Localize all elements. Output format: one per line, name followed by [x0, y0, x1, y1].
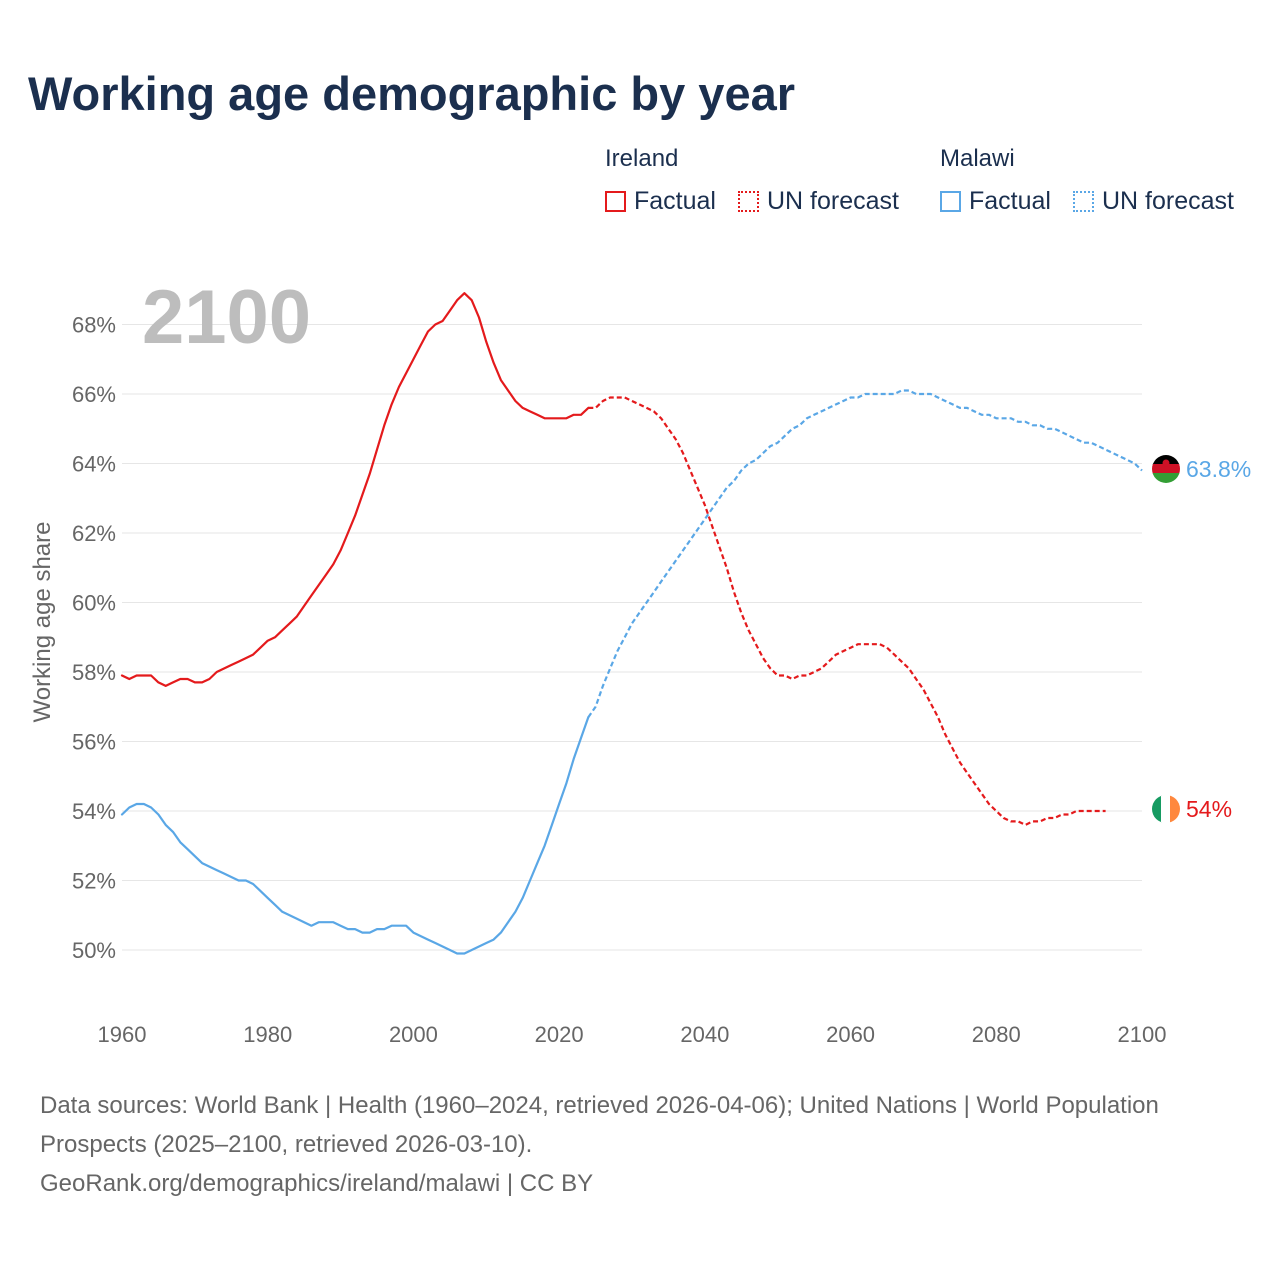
y-tick-label: 62% [72, 521, 116, 546]
malawi-end-label: 63.8% [1186, 456, 1251, 482]
legend-ireland-factual[interactable]: Factual [605, 186, 716, 216]
legend-swatch-ireland-factual [605, 190, 626, 212]
legend-swatch-malawi-factual [940, 190, 961, 212]
y-tick-label: 68% [72, 313, 116, 338]
attribution: GeoRank.org/demographics/ireland/malawi … [40, 1170, 594, 1197]
ireland-flag [1152, 795, 1180, 823]
x-tick-label: 2100 [1118, 1022, 1167, 1047]
page-title: Working age demographic by year [28, 67, 796, 120]
ireland-factual-line [120, 292, 590, 688]
y-tick-label: 64% [72, 452, 116, 477]
malawi-factual-line [120, 716, 590, 955]
legend-malawi-factual[interactable]: Factual [940, 186, 1051, 216]
y-tick-label: 66% [72, 382, 116, 407]
x-tick-label: 1980 [243, 1022, 292, 1047]
legend-group-ireland: Ireland [605, 145, 679, 172]
y-tick-label: 60% [72, 591, 116, 616]
legend-label-ireland-forecast: UN forecast [767, 186, 899, 215]
x-tick-label: 1960 [98, 1022, 147, 1047]
legend-label-malawi-factual: Factual [969, 186, 1051, 215]
ireland-forecast-line [588, 396, 1106, 827]
x-tick-label: 2080 [972, 1022, 1021, 1047]
ireland-end-label: 54% [1186, 796, 1232, 822]
year-watermark: 2100 [142, 275, 311, 360]
x-tick-label: 2020 [535, 1022, 584, 1047]
y-tick-label: 52% [72, 869, 116, 894]
x-tick-label: 2040 [680, 1022, 729, 1047]
legend-swatch-ireland-forecast [738, 190, 759, 212]
malawi-flag [1152, 455, 1180, 483]
legend-label-ireland-factual: Factual [634, 186, 716, 215]
line-chart: 2100 Working age share 50% 52% 54% 56% 58% 60… [29, 275, 1251, 1047]
legend-label-malawi-forecast: UN forecast [1102, 186, 1234, 215]
chart-footer: Data sources: World Bank | Health (1960–… [40, 1086, 1240, 1203]
legend-malawi-forecast[interactable]: UN forecast [1073, 186, 1234, 216]
legend-ireland-forecast[interactable]: UN forecast [738, 186, 899, 216]
y-tick-label: 56% [72, 730, 116, 755]
legend-swatch-malawi-forecast [1073, 190, 1094, 212]
y-axis-label: Working age share [29, 522, 56, 723]
legend-group-malawi: Malawi [940, 145, 1015, 172]
x-tick-label: 2000 [389, 1022, 438, 1047]
y-tick-label: 50% [72, 938, 116, 963]
x-tick-label: 2060 [826, 1022, 875, 1047]
y-tick-label: 58% [72, 660, 116, 685]
malawi-forecast-line [587, 389, 1143, 718]
y-tick-label: 54% [72, 799, 116, 824]
data-sources: Data sources: World Bank | Health (1960–… [40, 1092, 1159, 1158]
